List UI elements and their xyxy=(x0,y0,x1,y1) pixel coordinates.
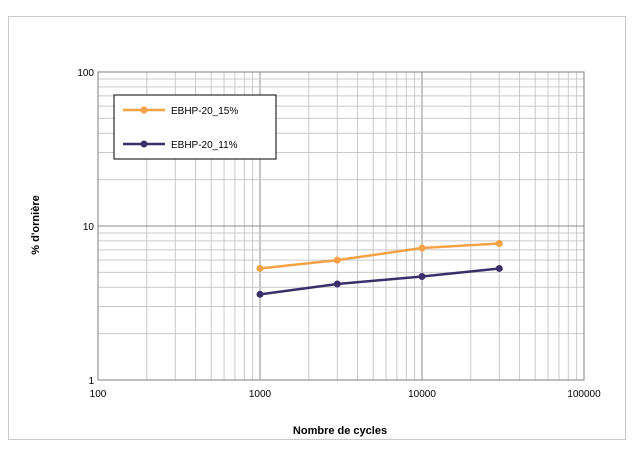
plot-area-border xyxy=(97,71,585,381)
legend: EBHP-20_15% EBHP-20_11% xyxy=(113,94,277,160)
series-line xyxy=(259,242,500,270)
x-tick-label: 1000 xyxy=(249,389,272,400)
y-tick-labels: 1 10 100 xyxy=(77,68,94,387)
data-point xyxy=(256,290,264,298)
data-point xyxy=(495,239,503,247)
series-1 xyxy=(256,239,503,272)
legend-entry-2: EBHP-20_11% xyxy=(123,140,238,151)
legend-entry-1: EBHP-20_15% xyxy=(123,106,238,117)
data-point xyxy=(256,264,264,272)
y-tick-label: 100 xyxy=(77,68,94,79)
series-layer xyxy=(256,239,503,298)
data-point xyxy=(495,264,503,272)
x-tick-label: 100000 xyxy=(567,389,601,400)
y-axis-title: % d'ornière xyxy=(30,195,42,254)
data-point xyxy=(333,256,341,264)
legend-swatch-marker xyxy=(140,106,148,114)
legend-box xyxy=(113,94,277,160)
x-tick-label: 10000 xyxy=(408,389,436,400)
data-point xyxy=(418,244,426,252)
legend-swatch-marker xyxy=(140,140,148,148)
series-2 xyxy=(256,264,503,298)
series-line xyxy=(259,267,500,296)
legend-label: EBHP-20_11% xyxy=(171,140,238,151)
x-tick-label: 100 xyxy=(90,389,107,400)
data-point xyxy=(418,272,426,280)
y-tick-label: 1 xyxy=(88,376,94,387)
data-point xyxy=(333,280,341,288)
legend-label: EBHP-20_15% xyxy=(171,106,238,117)
x-axis-title: Nombre de cycles xyxy=(293,425,387,437)
x-tick-labels: 100 1000 10000 100000 xyxy=(90,389,601,400)
y-tick-label: 10 xyxy=(83,222,95,233)
